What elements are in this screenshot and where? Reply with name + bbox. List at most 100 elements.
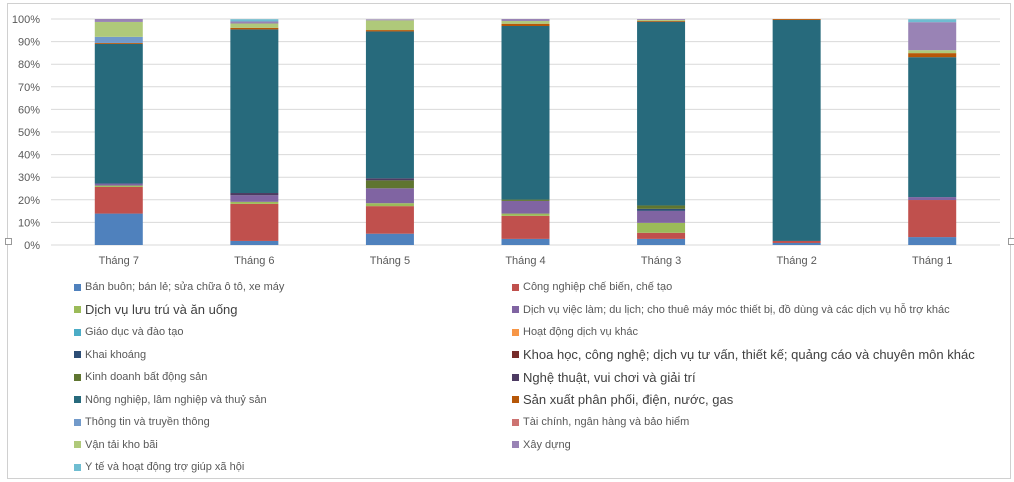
bar-segment	[94, 186, 143, 214]
y-tick-label: 90%	[18, 37, 40, 49]
bar-segment	[772, 242, 821, 245]
resize-handle-right[interactable]	[1008, 238, 1014, 245]
bar-segment	[230, 23, 279, 28]
legend-label: Tài chính, ngân hàng và bảo hiểm	[523, 416, 690, 428]
legend-item[interactable]: Xây dựng	[512, 437, 571, 453]
bar-segment	[501, 21, 550, 24]
y-tick-label: 20%	[18, 195, 40, 207]
bar-segment	[501, 215, 550, 239]
bar-segment	[94, 21, 143, 37]
legend-label: Giáo dục và đào tạo	[85, 326, 184, 338]
bar-segment	[908, 57, 957, 198]
bar-segment	[365, 188, 414, 204]
legend-swatch	[512, 396, 519, 403]
bar-segment	[365, 178, 414, 181]
legend-item[interactable]: Nghệ thuật, vui chơi và giải trí	[512, 369, 696, 385]
bar-segment	[908, 22, 957, 51]
bar-segment	[772, 19, 821, 20]
bar-segment	[501, 19, 550, 22]
legend-swatch	[74, 373, 81, 381]
x-tick-label: Tháng 6	[234, 255, 274, 267]
bar-segment	[637, 21, 686, 206]
legend-item[interactable]: Bán buôn; bán lẻ; sửa chữa ô tô, xe máy	[74, 279, 284, 295]
bar-segment	[230, 27, 279, 30]
legend-item[interactable]: Tài chính, ngân hàng và bảo hiểm	[512, 414, 689, 430]
bar-segment	[94, 36, 143, 43]
stacked-bar-chart: 0% 10% 20% 30% 40% 50% 60% 70% 80% 90% 100% Tháng 7…	[12, 14, 1000, 267]
bar-segment	[908, 19, 957, 23]
legend-swatch	[74, 418, 81, 426]
y-tick-label: 40%	[18, 150, 40, 162]
y-tick-label: 30%	[18, 172, 40, 184]
y-tick-label: 70%	[18, 82, 40, 94]
legend-label: Kinh doanh bất động sản	[85, 371, 208, 383]
legend-label: Bán buôn; bán lẻ; sửa chữa ô tô, xe máy	[85, 281, 285, 293]
bar-segment	[501, 200, 550, 214]
x-tick-label: Tháng 3	[641, 255, 681, 267]
bar-segment	[230, 19, 279, 22]
legend-item[interactable]: Giáo dục và đào tạo	[74, 324, 183, 340]
legend-item[interactable]: Vận tải kho bãi	[74, 437, 158, 453]
bar-segment	[230, 21, 279, 24]
legend-item[interactable]: Y tế và hoạt động trợ giúp xã hội	[74, 459, 244, 475]
bar-segment	[94, 43, 143, 184]
bar-segment	[501, 238, 550, 245]
x-tick-label: Tháng 4	[505, 255, 545, 267]
bar-segment	[365, 20, 414, 31]
legend-item[interactable]: Hoạt động dịch vụ khác	[512, 324, 638, 340]
legend-swatch	[512, 418, 519, 426]
legend-item[interactable]: Khoa học, công nghệ; dịch vụ tư vấn, thi…	[512, 347, 975, 363]
bar-segment	[94, 19, 143, 22]
legend-swatch	[74, 463, 81, 471]
bar-segment	[637, 210, 686, 223]
legend-item[interactable]: Công nghiệp chế biến, chế tạo	[512, 279, 672, 295]
bar-segment	[230, 29, 279, 194]
legend-item[interactable]: Dịch vụ việc làm; du lịch; cho thuê máy …	[512, 302, 950, 318]
bar-segment	[908, 237, 957, 245]
bar-segment	[501, 213, 550, 216]
resize-handle-left[interactable]	[5, 238, 12, 245]
legend-swatch	[74, 328, 81, 336]
legend-label: Y tế và hoạt động trợ giúp xã hội	[85, 461, 245, 473]
bar-segment	[365, 233, 414, 245]
bar-segment	[908, 200, 957, 238]
bar-segment	[501, 199, 550, 201]
legend-label: Công nghiệp chế biến, chế tạo	[523, 281, 673, 293]
legend-item[interactable]: Sản xuất phân phối, điện, nước, gas	[512, 392, 733, 408]
legend-swatch	[74, 351, 81, 358]
bar-segment	[365, 206, 414, 234]
legend-item[interactable]: Kinh doanh bất động sản	[74, 369, 207, 385]
legend-item[interactable]: Nông nghiệp, lâm nghiệp và thuỷ sản	[74, 392, 267, 408]
bar-segment	[637, 20, 686, 22]
bar-segment	[230, 201, 279, 204]
bar-segment	[908, 50, 957, 54]
legend-swatch	[74, 283, 81, 291]
legend-label: Hoạt động dịch vụ khác	[523, 326, 638, 338]
x-tick-label: Tháng 7	[99, 255, 139, 267]
legend-swatch	[512, 373, 519, 381]
bar-segment	[637, 19, 686, 20]
bar-segment	[501, 26, 550, 200]
legend-label: Thông tin và truyền thông	[85, 416, 210, 428]
legend-item[interactable]: Thông tin và truyền thông	[74, 414, 210, 430]
bar-segment	[230, 203, 279, 241]
bar-segment	[94, 185, 143, 187]
legend-label: Nghệ thuật, vui chơi và giải trí	[523, 369, 696, 385]
bar-segment	[365, 203, 414, 207]
bar-segment	[230, 240, 279, 245]
legend-item[interactable]: Khai khoáng	[74, 347, 146, 363]
legend-swatch	[512, 306, 519, 313]
bar-segment	[230, 193, 279, 196]
bar-segment	[772, 19, 821, 241]
y-tick-label: 60%	[18, 104, 40, 116]
legend-item[interactable]: Dịch vụ lưu trú và ăn uống	[74, 302, 238, 318]
bar-segment	[365, 19, 414, 21]
bar-segment	[908, 53, 957, 58]
bar-segment	[501, 23, 550, 27]
y-tick-label: 0%	[24, 240, 40, 252]
bar-segment	[908, 197, 957, 201]
bar-segment	[94, 183, 143, 186]
legend-swatch	[512, 351, 519, 358]
bar-segment	[365, 180, 414, 189]
legend-swatch	[512, 283, 519, 291]
